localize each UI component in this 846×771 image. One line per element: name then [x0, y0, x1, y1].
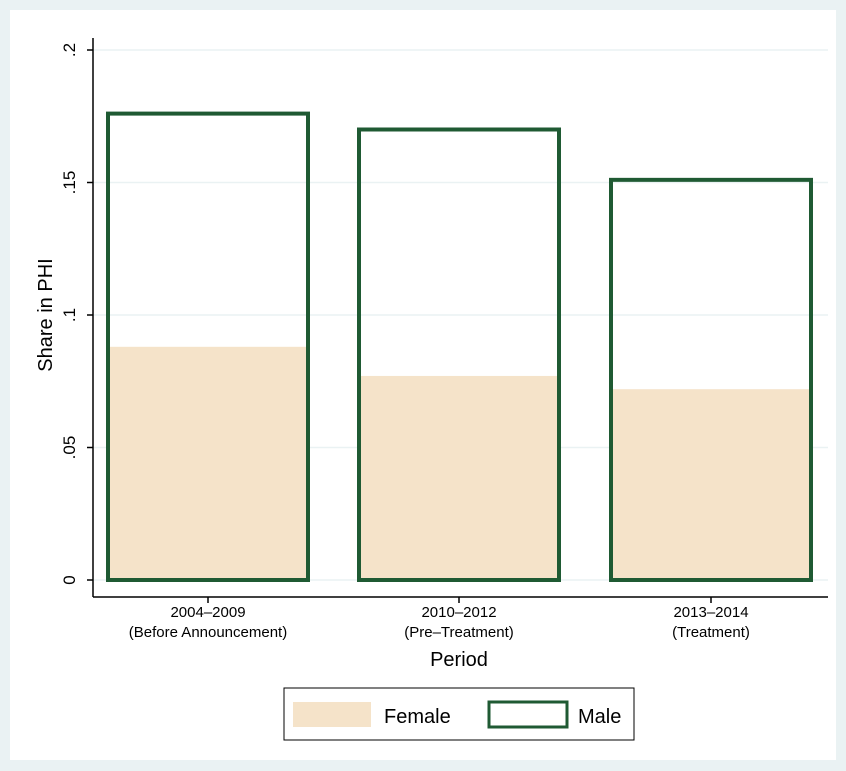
legend-swatch-male	[487, 700, 569, 729]
x-tick-label-2-line-0: 2013–2014	[673, 604, 748, 621]
y-tick-label-4: .2	[60, 43, 79, 57]
legend: Female Male	[283, 687, 635, 741]
y-tick-label-3: .15	[60, 171, 79, 195]
bar-male-0	[106, 111, 310, 582]
bar-male-2	[609, 177, 813, 582]
y-tick-label-0: 0	[60, 575, 79, 584]
x-tick-label-1-line-0: 2010–2012	[421, 604, 496, 621]
axes	[87, 38, 828, 603]
y-tick-labels: 0 .05 .1 .15 .2	[60, 43, 79, 585]
y-tick-label-2: .1	[60, 308, 79, 322]
x-tick-label-0-line-0: 2004–2009	[170, 604, 245, 621]
x-tick-label-1-line-1: (Pre–Treatment)	[404, 624, 513, 641]
bar-female-1	[359, 375, 559, 580]
legend-swatch-female	[293, 702, 371, 727]
x-tick-label-2-line-1: (Treatment)	[672, 624, 750, 641]
bars	[106, 111, 813, 582]
x-tick-labels: 2004–2009 (Before Announcement) 2010–2012 (…	[129, 604, 750, 641]
legend-label-male: Male	[578, 706, 621, 728]
y-tick-label-1: .05	[60, 436, 79, 460]
legend-label-female: Female	[384, 706, 451, 728]
x-axis-title: Period	[430, 649, 488, 671]
x-tick-label-0-line-1: (Before Announcement)	[129, 624, 287, 641]
bar-female-2	[611, 389, 811, 580]
bar-male-1	[357, 127, 561, 582]
bar-female-0	[108, 346, 308, 580]
y-axis-title: Share in PHI	[35, 258, 57, 371]
